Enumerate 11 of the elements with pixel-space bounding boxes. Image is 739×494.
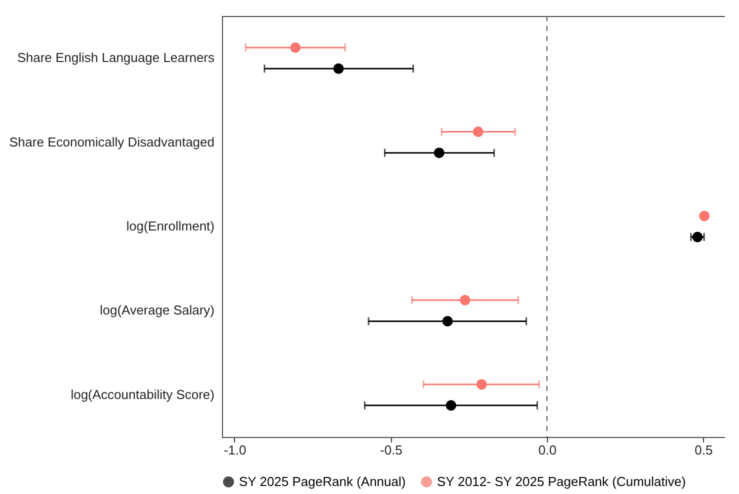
x-tick-label: -1.0 [224, 442, 246, 458]
x-tick-label: -0.5 [380, 442, 402, 458]
legend-label: SY 2025 PageRank (Annual) [239, 474, 406, 489]
y-tick-label: log(Average Salary) [100, 302, 214, 318]
legend-label: SY 2012- SY 2025 PageRank (Cumulative) [437, 474, 686, 489]
x-tick-label: 0.0 [538, 442, 556, 458]
y-tick-label: log(Enrollment) [126, 218, 214, 234]
y-tick-label: log(Accountability Score) [70, 386, 214, 402]
y-tick-label: Share Economically Disadvantaged [9, 134, 214, 150]
y-tick-label: Share English Language Learners [17, 50, 215, 66]
x-tick-label: 0.5 [694, 442, 713, 458]
